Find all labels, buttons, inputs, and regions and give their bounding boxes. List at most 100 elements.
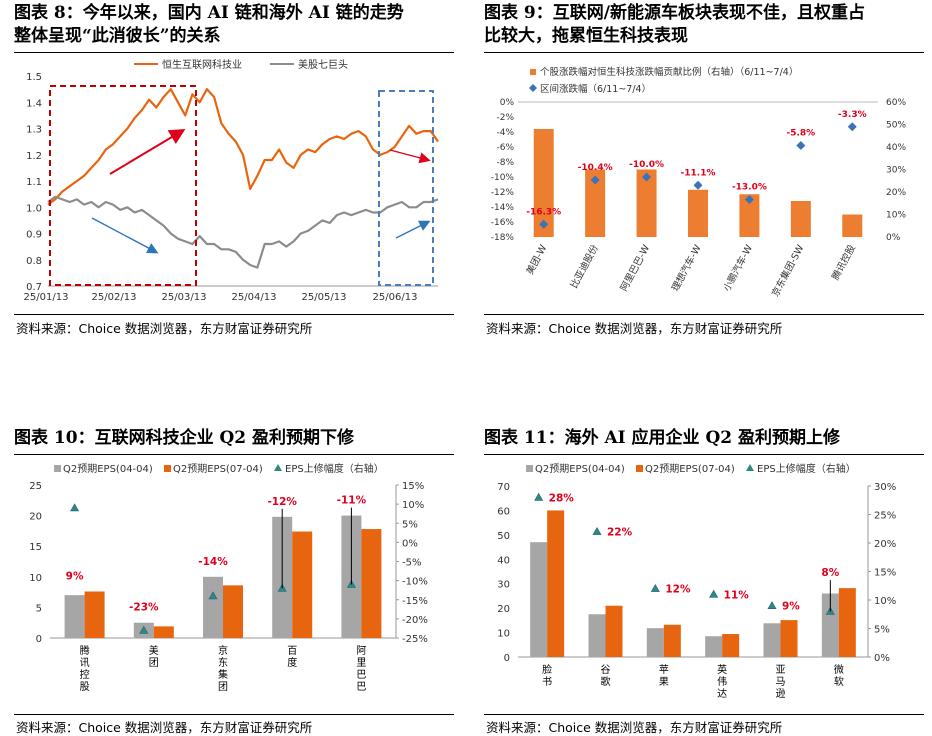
svg11-bar-eps-0404 <box>646 628 664 657</box>
fig9-y-left-tick-label: -16% <box>491 218 515 228</box>
svg11-triangle-marker <box>709 589 719 598</box>
fig11-source: 资料来源：Choice 数据浏览器，东方财富证券研究所 <box>486 720 783 735</box>
svg11-y-left-tick-label: 60 <box>497 506 510 517</box>
fig9-source: 资料来源：Choice 数据浏览器，东方财富证券研究所 <box>486 321 783 336</box>
fig9-y-right-tick-label: 10% <box>886 211 906 221</box>
svg11-legend-triangle-label: EPS上修幅度（右轴） <box>757 462 856 475</box>
fig9-y-left-tick-label: -14% <box>491 203 515 213</box>
fig8-x-tick-label: 25/04/13 <box>232 292 277 303</box>
svg10-y-right-tick-label: 10% <box>402 500 424 511</box>
svg10-bar-eps-0704 <box>84 591 105 638</box>
svg11-bar-eps-0404 <box>763 623 781 657</box>
svg11-bar-eps-0404 <box>705 636 723 657</box>
svg11-y-left-tick-label: 20 <box>497 604 510 615</box>
svg11-legend-0404-label: Q2预期EPS(04-04) <box>535 463 625 475</box>
svg11-x-tick-label: 微软 <box>834 663 844 688</box>
fig9-legend-bar-label: 个股涨跌幅对恒生科技涨跌幅贡献比例（右轴）（6/11~7/4） <box>540 66 798 78</box>
fig8-highlight-box-red <box>49 85 197 286</box>
svg10-legend-triangle-label: EPS上修幅度（右轴） <box>285 462 384 475</box>
fig9-bar <box>842 214 863 237</box>
fig9-legend-diamond-swatch <box>529 84 537 92</box>
fig8-arrow-up-blue <box>395 220 431 239</box>
fig8-title-line2: 整体呈现“此消彼长”的关系 <box>14 26 221 46</box>
svg11-triangle-marker <box>592 526 602 535</box>
svg10-data-label: -11% <box>337 495 367 507</box>
fig8-x-tick-label: 25/06/13 <box>373 292 418 303</box>
svg11-bar-eps-0704 <box>605 605 623 657</box>
svg10-y-left-tick-label: 10 <box>29 573 42 584</box>
svg10-legend-0704-label: Q2预期EPS(07-04) <box>173 463 263 475</box>
svg11-legend-triangle-swatch <box>746 464 754 471</box>
fig9-top-rule <box>484 52 924 53</box>
svg11-y-right-tick-label: 20% <box>874 539 896 550</box>
fig10-source: 资料来源：Choice 数据浏览器，东方财富证券研究所 <box>16 720 313 735</box>
fig11-title: 图表 11：海外 AI 应用企业 Q2 盈利预期上修 <box>484 428 841 448</box>
svg10-data-label: -12% <box>267 496 297 508</box>
svg11-bar-eps-0704 <box>663 624 681 657</box>
fig8-arrow-up-red <box>109 128 186 175</box>
fig8-legend-hstech-label: 恒生互联网科技业 <box>162 58 242 71</box>
fig9-y-left-tick-label: -2% <box>496 113 514 123</box>
svg10-bar-eps-0704 <box>223 585 243 638</box>
fig8-x-tick-label: 25/05/13 <box>302 292 347 303</box>
svg10-y-left-tick-label: 20 <box>29 512 42 523</box>
svg10-legend-0404-label: Q2预期EPS(04-04) <box>63 463 153 475</box>
fig8-x-tick-label: 25/02/13 <box>92 292 137 303</box>
fig8-y-tick-label: 1.1 <box>26 177 42 188</box>
fig8-y-tick-label: 1.4 <box>26 98 42 109</box>
svg11-y-left-tick-label: 0 <box>504 653 510 664</box>
fig8-highlight-box-blue <box>378 90 434 286</box>
svg10-legend-0404-swatch <box>54 465 61 472</box>
fig8-y-tick-label: 1.2 <box>26 151 42 162</box>
fig9-data-label: -5.8% <box>787 129 816 139</box>
fig9-bar <box>585 169 606 237</box>
svg10-y-right-tick-label: 5% <box>402 519 418 530</box>
fig9-legend-bar-swatch <box>530 69 536 75</box>
svg11-legend-0704-label: Q2预期EPS(07-04) <box>645 463 735 475</box>
svg10-x-tick-label: 京东集团 <box>218 644 228 693</box>
svg11-y-left-tick-label: 30 <box>497 580 510 591</box>
svg11-bar-eps-0704 <box>722 634 740 657</box>
svg11-y-left-tick-label: 10 <box>497 629 510 640</box>
fig9-y-right-tick-label: 30% <box>886 166 906 176</box>
fig9-bar <box>739 194 760 237</box>
fig9-x-tick-label: 阿里巴巴-W <box>619 243 653 294</box>
fig9-y-right-tick-label: 20% <box>886 188 906 198</box>
fig9-data-label: -10.0% <box>629 160 664 170</box>
fig9-data-label: -11.1% <box>681 168 716 178</box>
panel-fig9: 图表 9：互联网/新能源车板块表现不佳，且权重占 比较大，拖累恒生科技表现 -1… <box>484 0 924 340</box>
svg11-y-right-tick-label: 5% <box>874 625 890 636</box>
svg11-y-right-tick-label: 30% <box>874 482 896 493</box>
svg10-y-right-tick-label: -25% <box>402 634 428 645</box>
fig9-diamond-marker <box>539 219 549 229</box>
fig8-legend-mag7-label: 美股七巨头 <box>298 58 348 71</box>
fig8-x-tick-label: 25/01/13 <box>24 292 69 303</box>
fig10-title: 图表 10：互联网科技企业 Q2 盈利预期下修 <box>14 428 355 448</box>
svg10-bar-eps-0704 <box>292 531 313 638</box>
fig9-y-left-tick-label: -10% <box>491 173 515 183</box>
svg11-y-right-tick-label: 0% <box>874 653 890 664</box>
fig9-bar <box>636 169 657 237</box>
svg10-x-tick-label: 腾讯控股 <box>80 644 90 693</box>
svg11-triangle-marker <box>534 492 544 501</box>
fig9-y-left-tick-label: -12% <box>491 188 515 198</box>
svg11-data-label: 12% <box>665 584 691 596</box>
svg10-y-right-tick-label: -15% <box>402 596 428 607</box>
fig9-title-line1: 图表 9：互联网/新能源车板块表现不佳，且权重占 <box>484 3 865 23</box>
fig9-bar <box>790 201 811 237</box>
fig9-data-label: -3.3% <box>838 110 867 120</box>
fig9-bottom-rule <box>484 314 924 315</box>
fig8-arrow-down-red <box>389 149 431 164</box>
svg11-bar-eps-0404 <box>588 614 606 657</box>
fig9-y-right-tick-label: 0% <box>886 233 901 243</box>
fig9-x-tick-label: 美团-W <box>524 242 550 276</box>
fig9-diamond-marker <box>847 122 857 132</box>
fig9-bar <box>533 129 554 237</box>
svg11-bar-eps-0704 <box>547 510 565 657</box>
svg11-x-tick-label: 谷歌 <box>601 664 611 688</box>
fig8-y-tick-label: 0.7 <box>26 282 42 293</box>
svg10-bar-eps-0704 <box>361 529 382 638</box>
fig10-bottom-rule <box>14 714 454 715</box>
fig8-y-tick-label: 1.5 <box>26 72 42 83</box>
fig9-bar <box>688 189 708 237</box>
